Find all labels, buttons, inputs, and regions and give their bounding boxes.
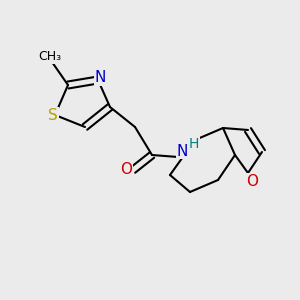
Text: S: S	[48, 107, 58, 122]
Text: N: N	[176, 143, 188, 158]
Text: H: H	[189, 137, 199, 151]
Text: O: O	[120, 163, 132, 178]
Text: O: O	[246, 173, 258, 188]
Text: N: N	[94, 70, 106, 86]
Text: CH₃: CH₃	[38, 50, 61, 64]
